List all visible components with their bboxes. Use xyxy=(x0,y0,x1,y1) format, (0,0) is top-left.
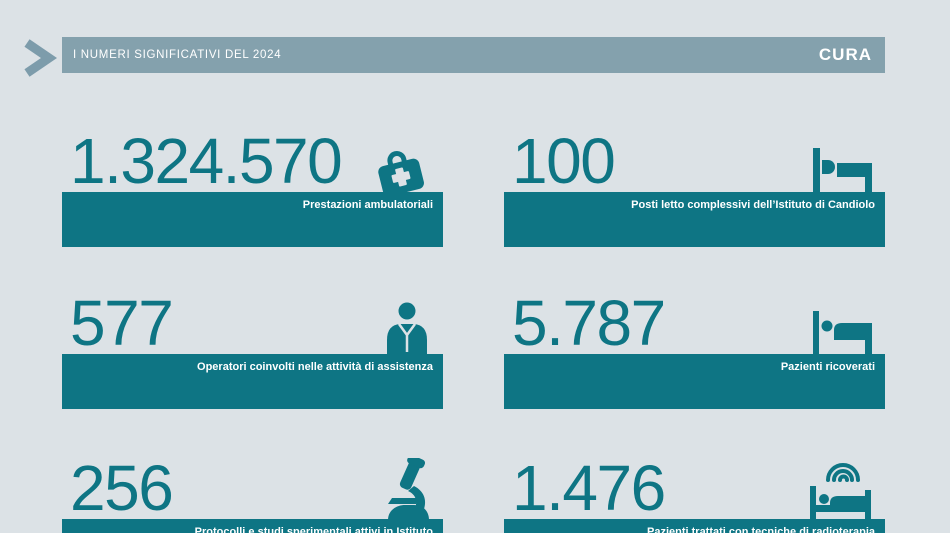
microscope-icon xyxy=(386,458,432,520)
stat-bar: Operatori coinvolti nelle attività di as… xyxy=(62,354,443,409)
stat-posti-letto: 100 Posti letto complessivi dell’Istitut… xyxy=(504,120,885,247)
stat-label: Pazienti ricoverati xyxy=(780,361,875,373)
stat-value: 256 xyxy=(70,452,174,524)
stat-value: 1.324.570 xyxy=(70,125,343,197)
healthcare-worker-icon xyxy=(386,302,428,354)
stat-label: Operatori coinvolti nelle attività di as… xyxy=(197,361,433,373)
stat-bar: Pazienti ricoverati xyxy=(504,354,885,409)
stat-operatori: 577 Operatori coinvolti nelle attività d… xyxy=(62,282,443,409)
first-aid-bag-icon xyxy=(375,147,427,199)
stat-value: 577 xyxy=(70,287,174,359)
page-title: I NUMERI SIGNIFICATIVI DEL 2024 xyxy=(73,49,282,61)
header-bar: I NUMERI SIGNIFICATIVI DEL 2024 CURA xyxy=(62,37,885,73)
hospital-bed-icon xyxy=(812,148,872,192)
stat-value: 1.476 xyxy=(512,452,666,524)
stat-label: Protocolli e studi sperimentali attivi i… xyxy=(194,526,433,533)
stat-pazienti-ricoverati: 5.787 Pazienti ricoverati xyxy=(504,282,885,409)
stat-bar: Posti letto complessivi dell’Istituto di… xyxy=(504,192,885,247)
stat-value: 100 xyxy=(512,125,616,197)
stat-label: Prestazioni ambulatoriali xyxy=(302,199,433,211)
radiotherapy-bed-icon xyxy=(809,461,873,519)
section-tag: CURA xyxy=(818,45,872,64)
patient-in-bed-icon xyxy=(812,308,872,354)
stat-protocolli-studi: 256 Protocolli e studi sperimentali atti… xyxy=(62,447,443,533)
stat-label: Posti letto complessivi dell’Istituto di… xyxy=(631,199,875,211)
stat-radioterapia: 1.476 Pazienti trattati con tecniche di … xyxy=(504,447,885,533)
stat-bar: Prestazioni ambulatoriali xyxy=(62,192,443,247)
chevron-right-icon xyxy=(21,39,57,82)
stat-value: 5.787 xyxy=(512,287,666,359)
stat-bar: Protocolli e studi sperimentali attivi i… xyxy=(62,519,443,533)
stat-bar: Pazienti trattati con tecniche di radiot… xyxy=(504,519,885,533)
stat-label: Pazienti trattati con tecniche di radiot… xyxy=(647,526,875,533)
stat-prestazioni-ambulatoriali: 1.324.570 Prestazioni ambulatoriali xyxy=(62,120,443,247)
